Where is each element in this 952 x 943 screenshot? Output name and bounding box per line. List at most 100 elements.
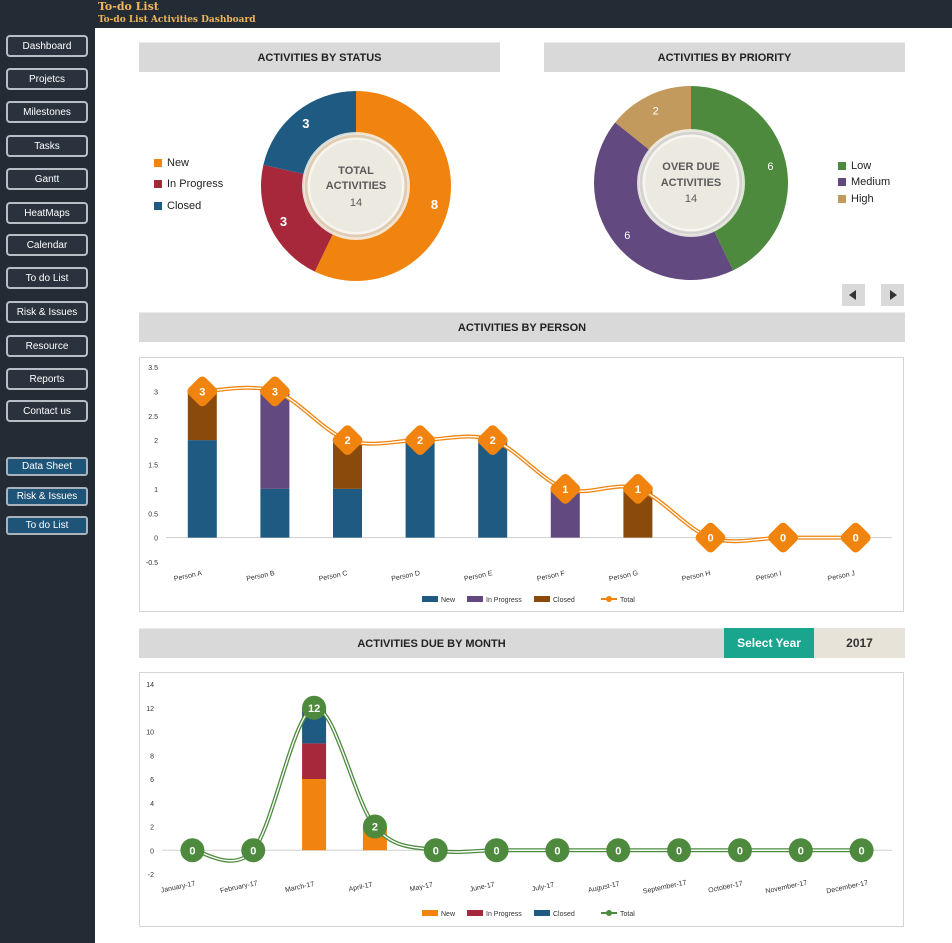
person-section-header: ACTIVITIES BY PERSON — [139, 312, 905, 342]
total-marker — [667, 838, 692, 863]
status-legend-swatch — [154, 159, 162, 167]
legend-label: Total — [620, 597, 635, 604]
y-tick-label: 1 — [154, 487, 158, 494]
y-tick-label: 12 — [146, 706, 154, 713]
bar-segment — [478, 440, 508, 538]
app-title: To-do List — [98, 0, 159, 13]
y-tick-label: 1.5 — [148, 463, 158, 470]
total-value-label: 0 — [707, 533, 713, 545]
total-value-label: 0 — [780, 533, 786, 545]
status-legend-new: New — [154, 157, 189, 169]
title-bar: To-do List To-do List Activities Dashboa… — [0, 0, 952, 28]
x-tick-label: Person J — [827, 570, 855, 583]
legend-label: Total — [620, 911, 635, 918]
nav-contact-button[interactable]: Contact us — [6, 400, 88, 422]
legend-label: In Progress — [167, 178, 224, 190]
legend-swatch — [422, 910, 438, 916]
status-value-label: 3 — [302, 116, 309, 131]
legend-swatch — [467, 596, 483, 602]
priority-center-label: OVER DUE — [662, 161, 719, 173]
total-marker — [550, 473, 581, 504]
status-value-label: 8 — [431, 197, 438, 212]
x-tick-label: Person G — [608, 570, 638, 583]
y-tick-label: 0 — [154, 536, 158, 543]
sheet-data-button[interactable]: Data Sheet — [6, 457, 88, 476]
total-marker — [849, 838, 874, 863]
x-tick-label: Person E — [464, 570, 494, 583]
x-tick-label: November-17 — [765, 880, 808, 896]
y-tick-label: 10 — [146, 730, 154, 737]
total-marker — [623, 473, 653, 504]
priority-center-label: ACTIVITIES — [661, 177, 722, 189]
x-tick-label: March-17 — [285, 881, 315, 894]
legend-swatch — [422, 596, 438, 602]
total-line — [192, 705, 862, 863]
nav-calendar-button[interactable]: Calendar — [6, 234, 88, 256]
sheet-todo-list-button[interactable]: To do List — [6, 516, 88, 535]
nav-risk-issues-button[interactable]: Risk & Issues — [6, 301, 88, 323]
total-marker — [187, 376, 218, 407]
x-tick-label: October-17 — [708, 880, 744, 894]
y-tick-label: 3.5 — [148, 365, 158, 372]
nav-projects-button[interactable]: Projetcs — [6, 68, 88, 90]
priority-center-value: 14 — [685, 193, 697, 205]
select-year-button[interactable]: Select Year — [724, 628, 814, 658]
x-tick-label: September-17 — [642, 879, 687, 895]
y-tick-label: 0 — [150, 848, 154, 855]
legend-label: High — [851, 193, 874, 205]
total-marker — [484, 838, 509, 863]
total-value-label: 0 — [189, 845, 195, 857]
legend-label: New — [441, 911, 456, 918]
sheet-risk-issues-button[interactable]: Risk & Issues — [6, 487, 88, 506]
bar-segment — [333, 488, 362, 538]
nav-resource-button[interactable]: Resource — [6, 335, 88, 357]
priority-legend-low: Low — [838, 160, 871, 172]
y-tick-label: 6 — [150, 777, 154, 784]
nav-dashboard-button[interactable]: Dashboard — [6, 35, 88, 57]
status-center-label: TOTAL — [338, 165, 374, 177]
x-tick-label: Person I — [755, 570, 782, 582]
nav-milestones-button[interactable]: Milestones — [6, 101, 88, 123]
total-value-label: 0 — [615, 845, 621, 857]
total-value-label: 0 — [554, 845, 560, 857]
legend-label: Low — [851, 160, 872, 172]
month-bar-chart: 14 12 10 8 6 4 2 0 -2 January-17 February-17 March-… — [146, 682, 892, 918]
total-value-label: 0 — [798, 845, 804, 857]
total-marker — [606, 838, 631, 863]
year-selector[interactable]: 2017 — [814, 628, 905, 658]
bar-segment — [260, 488, 290, 538]
x-tick-label: August-17 — [588, 881, 621, 895]
status-slice — [263, 91, 356, 175]
y-tick-label: -2 — [148, 872, 154, 879]
y-tick-label: -0.5 — [146, 560, 158, 567]
total-value-label: 0 — [859, 845, 865, 857]
total-value-label: 0 — [250, 845, 256, 857]
nav-tasks-button[interactable]: Tasks — [6, 135, 88, 157]
y-tick-label: 0.5 — [148, 511, 158, 518]
total-line-inner — [192, 707, 862, 862]
bar-segment — [260, 391, 290, 489]
nav-heatmaps-button[interactable]: HeatMaps — [6, 202, 88, 224]
nav-gantt-button[interactable]: Gantt — [6, 168, 88, 190]
x-tick-label: Person A — [173, 570, 203, 583]
total-marker — [180, 838, 205, 863]
status-legend-swatch — [154, 180, 162, 188]
y-tick-label: 2 — [150, 825, 154, 832]
total-value-label: 0 — [676, 845, 682, 857]
bar-segment — [187, 440, 217, 538]
donut-inner-ring — [304, 134, 408, 238]
status-value-label: 3 — [280, 214, 287, 229]
nav-reports-button[interactable]: Reports — [6, 368, 88, 390]
prev-page-button[interactable] — [842, 284, 865, 306]
total-value-label: 2 — [417, 435, 423, 447]
total-marker — [332, 425, 363, 456]
status-slice — [261, 164, 334, 272]
priority-value-label: 6 — [767, 161, 773, 173]
total-value-label: 0 — [853, 533, 859, 545]
x-tick-label: July-17 — [531, 882, 555, 894]
total-value-label: 0 — [737, 845, 743, 857]
next-page-button[interactable] — [881, 284, 904, 306]
total-value-label: 3 — [272, 386, 278, 398]
nav-todo-list-button[interactable]: To do List — [6, 267, 88, 289]
